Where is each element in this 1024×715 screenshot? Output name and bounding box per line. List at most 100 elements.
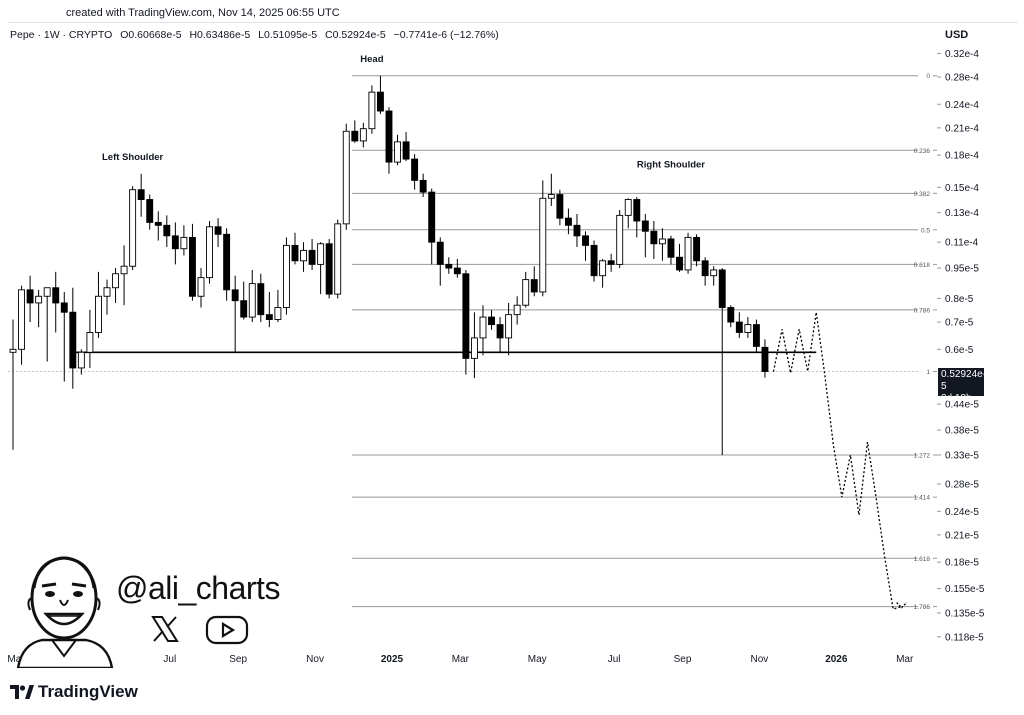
candle-body — [206, 226, 213, 279]
bar-countdown: 2d 18h — [941, 393, 972, 404]
candle-body — [214, 226, 222, 235]
candle-body — [744, 324, 752, 333]
y-axis-label: 0.8e-5 — [945, 294, 974, 305]
candle-body — [462, 273, 470, 359]
symbol-legend: Pepe · 1W · CRYPTO O0.60668e-5 H0.63486e… — [10, 29, 504, 41]
candle-body — [505, 314, 513, 339]
fib-level-label: 0.236 — [914, 148, 931, 155]
candle-body — [582, 235, 589, 246]
candle-body — [479, 316, 487, 339]
candle-body — [77, 351, 85, 369]
candle-body — [394, 141, 401, 163]
fib-level-label: 1.414 — [914, 495, 931, 502]
candle-body — [154, 221, 162, 226]
candle-body — [94, 295, 102, 333]
avatar-caricature — [16, 556, 114, 668]
y-axis-label: 0.15e-4 — [945, 183, 979, 194]
candle-body — [488, 316, 495, 326]
y-axis-label: 0.135e-5 — [945, 609, 985, 620]
candle-body — [676, 256, 683, 271]
candle-body — [334, 223, 342, 295]
candle-body — [376, 91, 384, 112]
candle-body — [667, 238, 675, 258]
candle-body — [556, 194, 564, 219]
candle-body — [684, 236, 692, 271]
y-axis-label: 0.28e-5 — [945, 480, 979, 491]
chart-plot-area[interactable] — [8, 22, 1018, 671]
candle-body — [547, 194, 555, 199]
x-axis-label: Jul — [608, 654, 621, 665]
candle-body — [60, 302, 68, 313]
currency-label[interactable]: USD — [945, 29, 969, 41]
candle-body — [69, 311, 77, 369]
candle-body — [291, 244, 299, 262]
y-axis-label: 0.44e-5 — [945, 400, 979, 411]
projection-arrowhead — [896, 602, 908, 609]
candle-body — [616, 214, 624, 265]
y-axis-label: 0.7e-5 — [945, 318, 974, 329]
ohlc-close: C0.52924e-5 — [325, 29, 386, 41]
x-axis-label: Mar — [896, 654, 914, 665]
candle-body — [530, 279, 538, 293]
candle-body — [103, 287, 111, 297]
y-axis-label: 0.24e-4 — [945, 100, 979, 111]
y-axis-label: 0.118e-5 — [945, 632, 984, 643]
candle-body — [735, 321, 743, 333]
fib-level-label: 1.272 — [914, 452, 931, 459]
candle-body — [522, 279, 530, 306]
candle-body — [180, 236, 188, 250]
x-axis-label: Jul — [163, 654, 176, 665]
candle-body — [300, 249, 307, 262]
y-axis-label: 0.11e-4 — [945, 238, 979, 249]
fib-level-label: 1.786 — [914, 604, 931, 611]
candle-body — [624, 199, 632, 216]
ohlc-low: L0.51095e-5 — [258, 29, 318, 41]
x-axis-label: Mar — [452, 654, 470, 665]
x-axis-label: Mar — [7, 654, 25, 665]
fib-level-label: 0.786 — [914, 307, 931, 314]
candle-body — [240, 300, 248, 318]
candle-body — [419, 179, 427, 193]
candle-body — [453, 267, 461, 275]
candle-body — [539, 197, 547, 293]
x-axis-label: Sep — [229, 654, 247, 665]
candle-body — [752, 324, 760, 347]
candle-body — [411, 158, 419, 181]
candle-body — [146, 199, 154, 223]
x-axis-label: 2025 — [381, 654, 404, 665]
x-axis-label: May — [528, 654, 547, 665]
pattern-annotation: Right Shoulder — [637, 159, 705, 170]
tradingview-brand[interactable]: TradingView — [10, 682, 138, 702]
y-axis-label: 0.32e-4 — [945, 49, 979, 60]
candle-body — [761, 346, 769, 372]
candle-body — [248, 283, 256, 318]
author-handle: @ali_charts — [116, 570, 280, 606]
candle-body — [564, 217, 572, 226]
candle-body — [325, 243, 333, 295]
y-axis-label: 0.28e-4 — [945, 73, 979, 84]
candle-body — [599, 260, 607, 277]
y-axis-label: 0.38e-5 — [945, 426, 979, 437]
candle-body — [231, 289, 239, 302]
youtube-play-icon — [205, 615, 249, 645]
candle-body — [9, 348, 17, 353]
y-axis-label: 0.21e-4 — [945, 123, 979, 134]
fib-level-label: 1 — [926, 369, 930, 376]
candle-body — [718, 269, 726, 308]
candle-body — [513, 304, 521, 316]
y-axis-label: 0.155e-5 — [945, 584, 985, 595]
ohlc-change: −0.7741e-6 (−12.76%) — [393, 29, 499, 41]
ohlc-high: H0.63486e-5 — [189, 29, 251, 41]
candle-body — [137, 189, 145, 200]
candle-body — [693, 236, 701, 262]
candle-body — [590, 244, 598, 277]
candle-body — [197, 277, 205, 297]
pattern-annotation: Head — [360, 54, 383, 65]
candle-body — [112, 273, 119, 289]
candle-body — [223, 233, 231, 291]
pattern-annotation: Left Shoulder — [102, 152, 164, 163]
tradingview-logo-icon — [10, 685, 34, 699]
x-axis-label: Nov — [306, 654, 324, 665]
candle-body — [257, 283, 265, 316]
